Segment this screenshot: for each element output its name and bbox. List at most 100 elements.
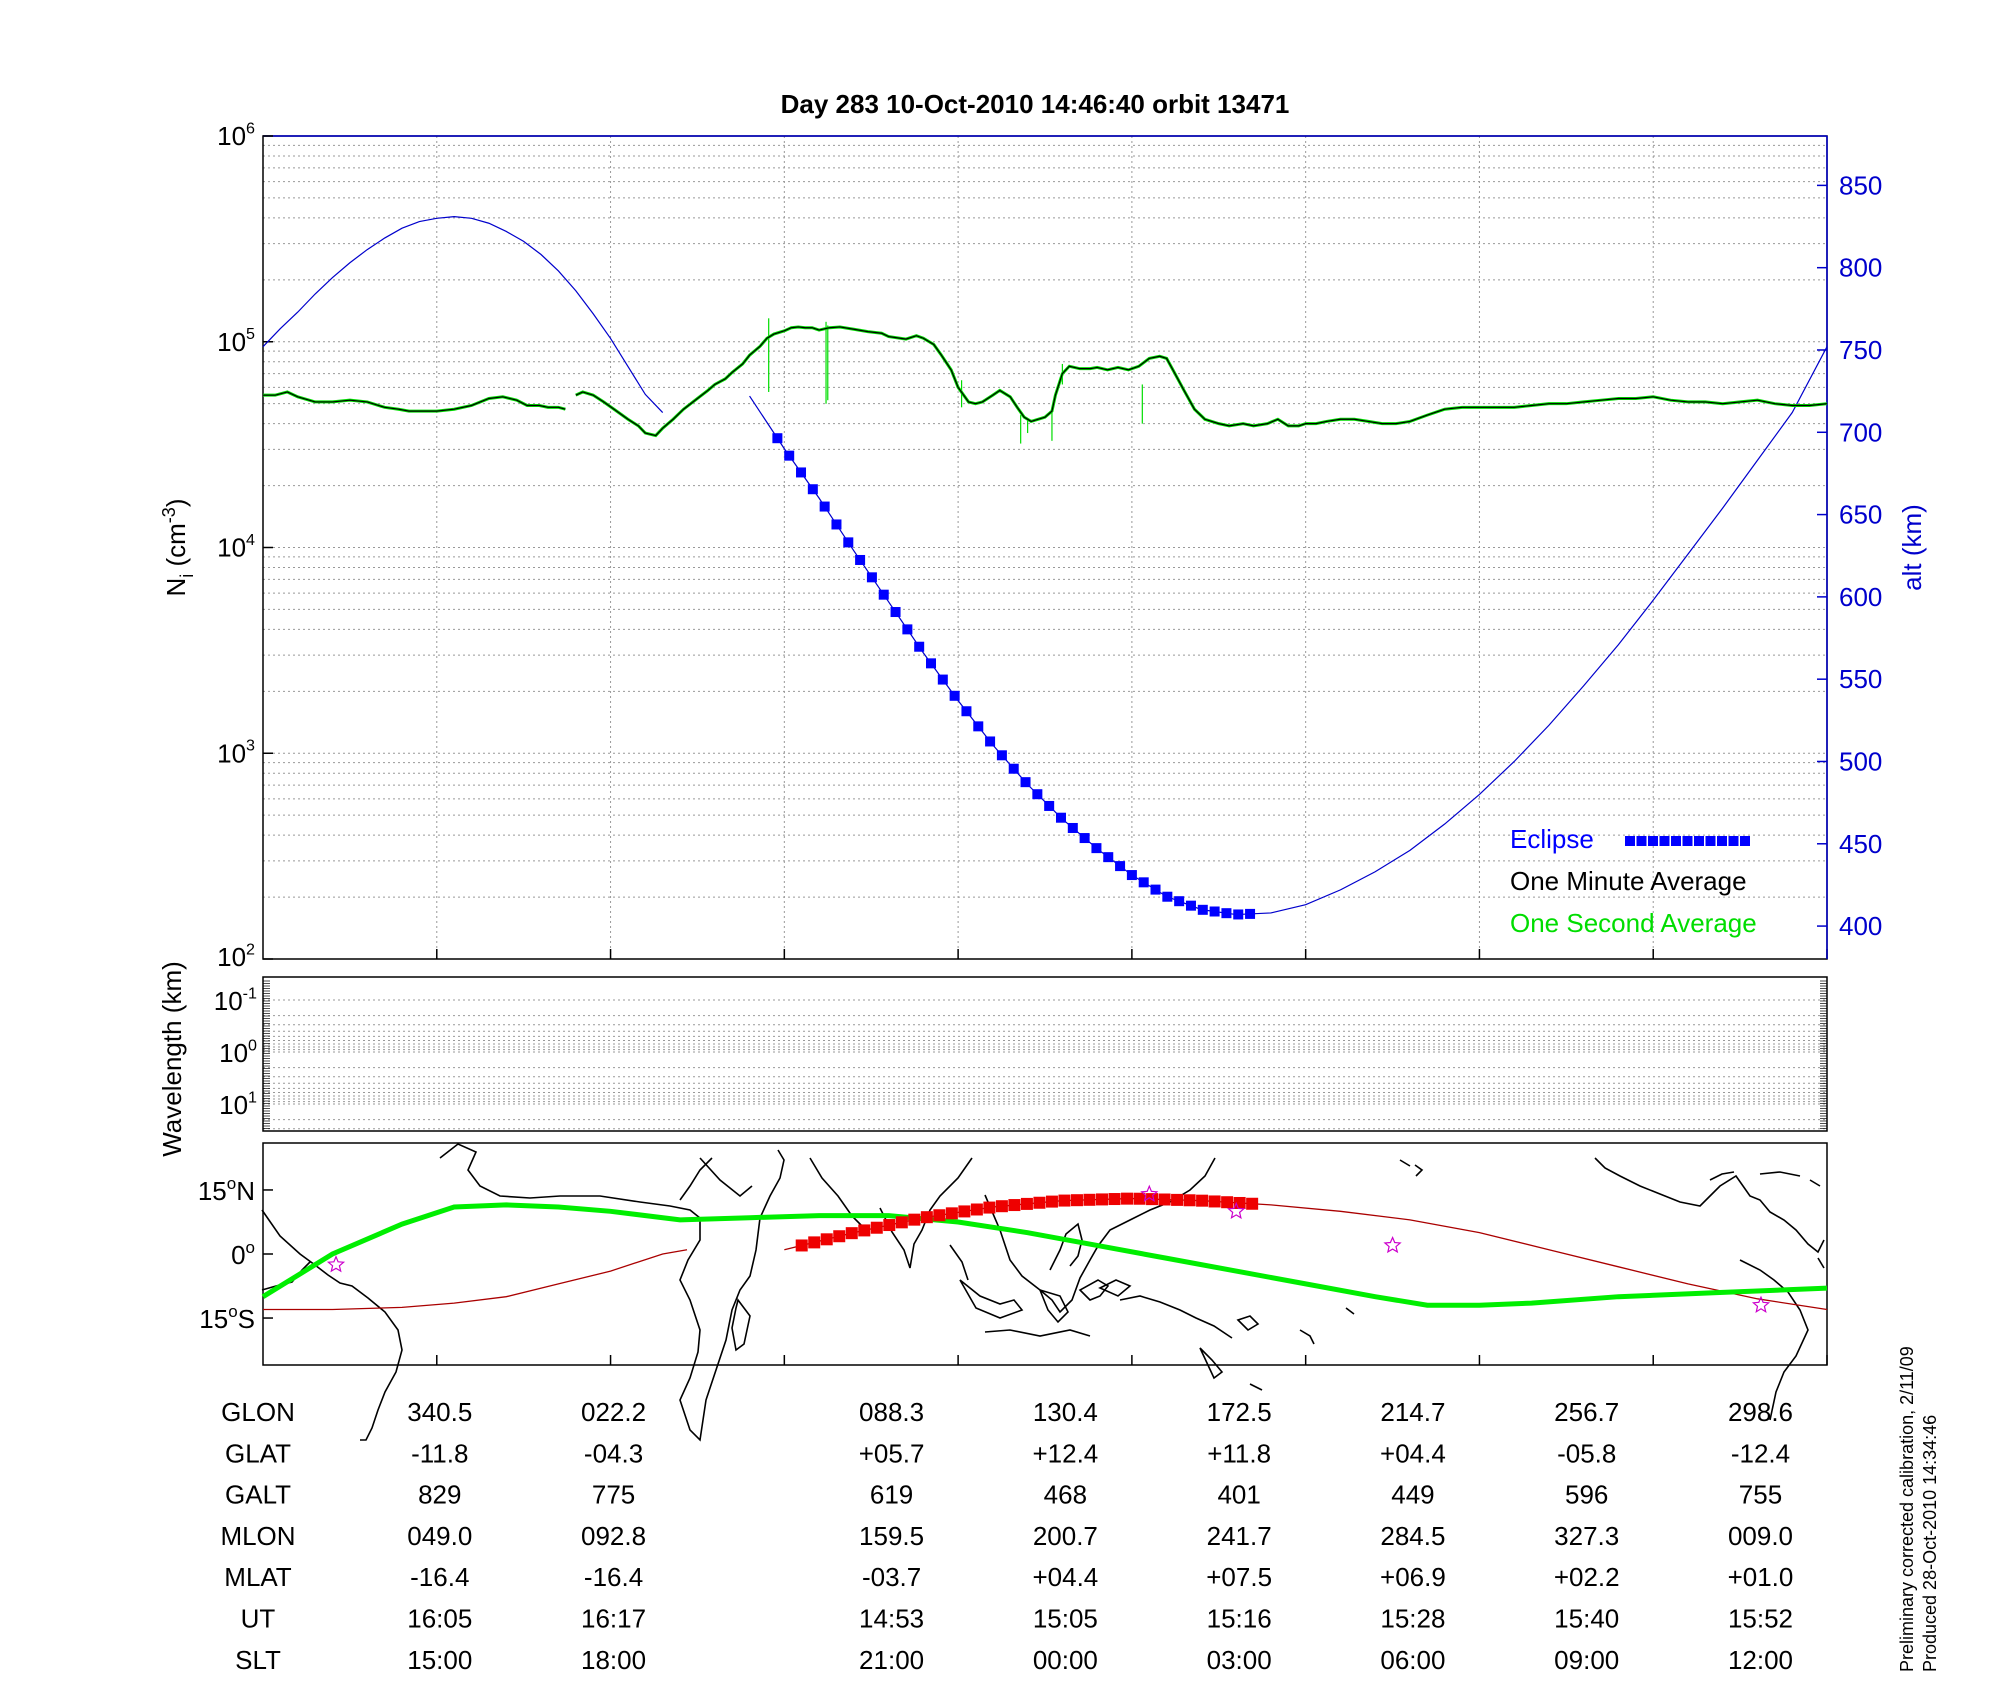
eclipse-marker (985, 736, 996, 747)
row-label: MLON (220, 1521, 295, 1551)
row-label: SLT (235, 1645, 281, 1675)
y-tick-label: 106 (217, 119, 255, 151)
wavelength-tick-label: 101 (219, 1088, 257, 1120)
eclipse-track-marker (1221, 1196, 1234, 1209)
eclipse-marker (902, 624, 913, 635)
table-cell: 775 (592, 1480, 635, 1510)
table-cell: 00:00 (1033, 1645, 1098, 1675)
eclipse-marker (1079, 833, 1090, 844)
eclipse-marker (1197, 904, 1208, 915)
eclipse-marker (937, 674, 948, 685)
eclipse-marker (831, 519, 842, 530)
table-cell: 088.3 (859, 1397, 924, 1427)
table-cell: 298.6 (1728, 1397, 1793, 1427)
table-cell: +07.5 (1206, 1562, 1272, 1592)
y-tick-label: 105 (217, 325, 255, 357)
eclipse-track-marker (808, 1236, 821, 1249)
eclipse-track-marker (870, 1221, 883, 1234)
table-cell: 15:05 (1033, 1604, 1098, 1634)
legend-eclipse-swatch (1728, 836, 1739, 846)
table-cell: +02.2 (1554, 1562, 1620, 1592)
table-cell: 009.0 (1728, 1521, 1793, 1551)
eclipse-marker (866, 572, 877, 583)
y-axis-label: Ni (cm-3) (159, 498, 197, 596)
eclipse-track-marker (795, 1239, 808, 1252)
table-cell: 401 (1217, 1480, 1260, 1510)
table-cell: 15:00 (407, 1645, 472, 1675)
altitude-tick-label: 600 (1839, 582, 1882, 612)
latitude-tick-label: 15oN (198, 1174, 255, 1206)
one-second-line (575, 325, 1828, 438)
star-marker (326, 1255, 346, 1273)
world-map-coastlines (261, 1143, 1825, 1442)
star-marker (1140, 1184, 1159, 1202)
eclipse-marker (1126, 870, 1137, 881)
eclipse-marker (949, 690, 960, 701)
eclipse-track-marker (1183, 1194, 1196, 1207)
row-label: GALT (225, 1480, 291, 1510)
wavelength-tick-label: 10-1 (214, 984, 257, 1016)
table-cell: -16.4 (410, 1562, 469, 1592)
eclipse-marker (1245, 908, 1256, 919)
table-cell: 340.5 (407, 1397, 472, 1427)
eclipse-marker (1020, 777, 1031, 788)
altitude-tick-label: 650 (1839, 500, 1882, 530)
row-label: GLAT (225, 1438, 291, 1468)
table-cell: 284.5 (1380, 1521, 1445, 1551)
table-cell: +06.9 (1380, 1562, 1446, 1592)
table-cell: 172.5 (1207, 1397, 1272, 1427)
wavelength-tick-label: 100 (219, 1036, 257, 1068)
table-cell: -11.8 (411, 1438, 468, 1468)
table-cell: -12.4 (1731, 1438, 1790, 1468)
table-cell: 03:00 (1207, 1645, 1272, 1675)
table-cell: 21:00 (859, 1645, 924, 1675)
table-cell: +05.7 (859, 1438, 925, 1468)
altitude-tick-label: 550 (1839, 664, 1882, 694)
eclipse-track-marker (995, 1200, 1008, 1213)
ground-track-axes-box (262, 1142, 1828, 1366)
wavelength-panel: 10-1 100 101 Wavelength (km) (157, 961, 1828, 1157)
altitude-tick-label: 850 (1839, 170, 1882, 200)
altitude-tick-label: 800 (1839, 253, 1882, 283)
eclipse-track-marker (1208, 1195, 1221, 1208)
orbit-info-table: GLON 340.5 022.2 088.3 130.4 172.5 214.7 256.7 2… (220, 1397, 1793, 1675)
table-cell: 16:17 (581, 1604, 646, 1634)
eclipse-track-marker (1033, 1196, 1046, 1209)
eclipse-track-marker (908, 1213, 921, 1226)
table-cell: 12:00 (1728, 1645, 1793, 1675)
eclipse-marker (1115, 861, 1126, 872)
one-minute-line (263, 391, 566, 412)
eclipse-marker (1221, 908, 1232, 919)
table-cell: -04.3 (584, 1438, 643, 1468)
eclipse-marker (1174, 896, 1185, 907)
eclipse-track-marker (1045, 1195, 1058, 1208)
eclipse-track-marker (1133, 1192, 1146, 1205)
table-cell: 200.7 (1033, 1521, 1098, 1551)
eclipse-track-marker (1233, 1196, 1246, 1209)
table-cell: +04.4 (1380, 1438, 1446, 1468)
table-cell: -03.7 (862, 1562, 921, 1592)
y-tick-label: 103 (217, 737, 255, 769)
altitude-line (262, 216, 664, 413)
wavelength-axes-box (262, 976, 1828, 1132)
legend-eclipse-swatch (1694, 836, 1704, 846)
legend-eclipse-swatch (1682, 836, 1693, 846)
eclipse-track-marker (933, 1209, 946, 1222)
table-cell: 755 (1739, 1480, 1782, 1510)
eclipse-marker (961, 706, 972, 717)
table-cell: 049.0 (407, 1521, 472, 1551)
table-cell: 449 (1391, 1480, 1434, 1510)
table-cell: 130.4 (1033, 1397, 1098, 1427)
eclipse-marker (996, 750, 1007, 761)
eclipse-marker (1067, 822, 1078, 833)
eclipse-marker (784, 450, 795, 461)
legend-eclipse-label: Eclipse (1510, 824, 1594, 854)
altitude-tick-label: 500 (1839, 746, 1882, 776)
table-cell: 15:16 (1207, 1604, 1272, 1634)
table-cell: 15:52 (1728, 1604, 1793, 1634)
table-cell: 092.8 (581, 1521, 646, 1551)
eclipse-track-marker (858, 1224, 871, 1237)
eclipse-track-marker (1095, 1193, 1108, 1206)
density-panel: 102 103 104 105 106 Ni (cm-3) 400 450 500 550 600 6… (159, 119, 1927, 972)
